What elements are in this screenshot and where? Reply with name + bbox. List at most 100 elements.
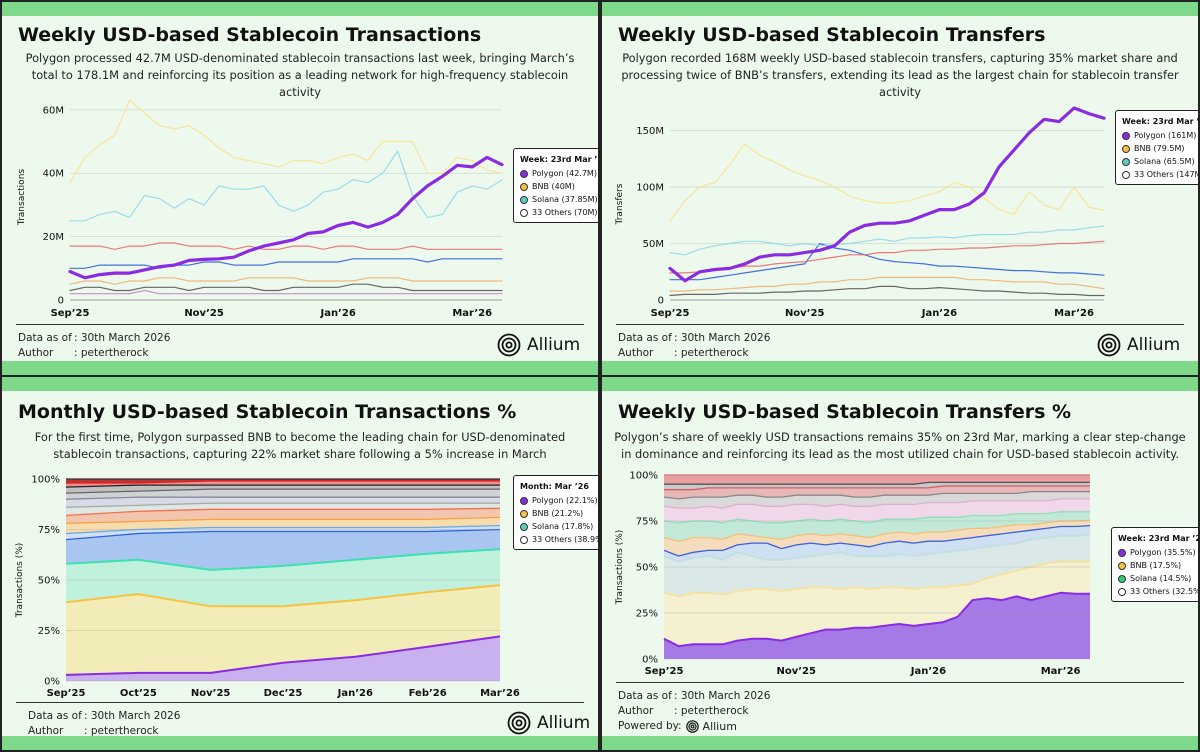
legend-item-others: 33 Others (38.9%) <box>520 533 600 546</box>
footer-date-label: Data as of <box>18 332 72 344</box>
x-tick-label: Dec’25 <box>264 688 303 699</box>
panel-top-band <box>2 377 598 391</box>
x-tick-label: Mar’26 <box>1054 308 1094 319</box>
panel-weekly-transfers: Weekly USD-based Stablecoin Transfers Po… <box>600 0 1200 377</box>
allium-logo: Allium <box>497 333 580 357</box>
footer-author-value: : petertherock <box>84 725 159 737</box>
area-band-other-f <box>664 486 1090 499</box>
panel-bottom-band <box>602 736 1198 750</box>
powered-by: Powered by : Allium <box>618 719 770 734</box>
y-tick-label: 40M <box>43 169 64 180</box>
legend-label: BNB (21.2%) <box>532 509 584 518</box>
x-tick-label: Sep’25 <box>51 308 90 319</box>
area-boundary-other-c <box>65 516 501 525</box>
footer-divider <box>616 682 1184 683</box>
y-tick-label: 100M <box>636 183 664 194</box>
legend-label: Solana (14.5%) <box>1130 574 1192 583</box>
x-tick-label: Sep’25 <box>645 666 684 677</box>
chart-weekly-transfers-pct: 0% 25% 50% 75% 100% Transactions (%) Sep’25 Nov… <box>615 471 1091 677</box>
area-boundary-other-d <box>663 498 1090 509</box>
area-boundary-polygon <box>65 635 501 676</box>
area-band-solana <box>664 534 1090 597</box>
y-tick-label: 20M <box>43 232 64 243</box>
footer-author-label: Author <box>18 347 54 359</box>
legend-item-bnb: BNB (21.2%) <box>520 507 598 520</box>
panel-title: Monthly USD-based Stablecoin Transaction… <box>18 401 517 423</box>
powered-by-label: Powered by <box>618 720 679 732</box>
legend-label: Solana (17.8%) <box>532 522 594 531</box>
legend-label: BNB (79.5M) <box>1134 144 1185 153</box>
allium-logo-text: Allium <box>702 720 737 733</box>
area-band-other-h <box>66 485 500 494</box>
panel-title: Weekly USD-based Stablecoin Transactions <box>18 24 482 46</box>
legend-swatch-bnb <box>520 182 528 191</box>
area-boundary-polygon <box>663 591 1090 648</box>
footer-date-value: : 30th March 2026 <box>84 710 181 722</box>
y-axis-label: Transactions (%) <box>615 530 625 606</box>
panel-bottom-band <box>602 361 1198 375</box>
series-line-polygon <box>668 106 1106 283</box>
footer-date-label: Data as of <box>618 332 672 344</box>
allium-logo-text: Allium <box>537 713 591 733</box>
legend-item-polygon: Polygon (161M) <box>1122 129 1198 142</box>
x-tick-label: Nov’25 <box>184 308 224 319</box>
area-band-polygon <box>664 592 1090 659</box>
legend-label: 33 Others (147M) <box>1134 170 1200 179</box>
allium-logo: Allium <box>507 711 590 735</box>
series-line-polygon <box>68 155 504 280</box>
legend-swatch-solana <box>1122 157 1130 166</box>
legend-title: Week: 23rd Mar ’26 <box>1122 117 1200 126</box>
legend-item-polygon: Polygon (42.7M) <box>520 167 598 180</box>
legend-label: Polygon (35.5%) <box>1130 548 1196 557</box>
area-boundary-other-f <box>65 496 500 500</box>
area-band-bnb <box>664 561 1090 647</box>
series-line-other-4 <box>669 285 1105 297</box>
legend-item-others: 33 Others (32.5%) <box>1118 585 1200 598</box>
panel-footer: Data as of: 30th March 2026 Author: pete… <box>618 689 770 734</box>
series-line-other-2 <box>669 242 1105 281</box>
panel-bottom-band <box>2 736 598 750</box>
area-band-other-d <box>664 498 1090 523</box>
area-band-other-b <box>664 520 1090 556</box>
legend-item-polygon: Polygon (35.5%) <box>1118 546 1198 559</box>
allium-logo: Allium <box>1097 333 1180 357</box>
series-line-other-2 <box>69 258 503 269</box>
panel-footer: Data as of: 30th March 2026 Author: pete… <box>28 709 180 739</box>
area-band-solana <box>66 549 500 607</box>
chart-legend: Month: Mar ’26 Polygon (22.1%) BNB (21.2… <box>513 475 600 550</box>
legend-item-polygon: Polygon (22.1%) <box>520 494 598 507</box>
legend-swatch-solana <box>520 522 528 531</box>
area-band-other-c <box>664 511 1090 542</box>
legend-item-bnb: BNB (17.5%) <box>1118 559 1198 572</box>
legend-label: 33 Others (32.5%) <box>1130 587 1200 596</box>
legend-item-bnb: BNB (40M) <box>520 180 598 193</box>
area-band-bnb <box>66 585 500 675</box>
x-tick-label: Jan’26 <box>921 308 957 319</box>
x-tick-label: Sep’25 <box>651 308 690 319</box>
x-tick-label: Nov’25 <box>191 688 231 699</box>
footer-date-value: : 30th March 2026 <box>674 690 771 702</box>
area-band-other-a <box>664 525 1090 562</box>
legend-swatch-solana <box>520 195 528 204</box>
y-tick-label: 100% <box>629 471 658 482</box>
panel-footer: Data as of: 30th March 2026 Author: pete… <box>618 331 770 361</box>
x-tick-label: Jan’26 <box>337 688 373 699</box>
y-tick-label: 150M <box>636 126 664 137</box>
area-boundary-other-i <box>66 480 500 484</box>
area-band-other-a <box>66 529 500 570</box>
powered-by-sep: : <box>678 720 682 732</box>
y-tick-label: 50% <box>636 563 658 574</box>
chart-monthly-transactions-pct: 0% 25% 50% 75% 100% Transactions (%) Sep’25 Oct… <box>15 475 520 700</box>
x-tick-label: Mar’26 <box>1041 666 1081 677</box>
y-tick-label: 0 <box>658 296 664 307</box>
area-boundary-other-g <box>65 488 500 494</box>
legend-label: BNB (40M) <box>532 182 575 191</box>
area-boundary-solana <box>663 533 1091 563</box>
area-boundary-bnb <box>65 584 501 608</box>
panel-subtitle: Polygon’s share of weekly USD transactio… <box>614 430 1186 461</box>
area-boundary-bnb <box>663 560 1090 598</box>
y-tick-label: 100% <box>31 475 60 486</box>
legend-label: Polygon (161M) <box>1134 131 1197 140</box>
legend-item-solana: Solana (37.85M) <box>520 193 598 206</box>
legend-label: 33 Others (38.9%) <box>532 535 600 544</box>
